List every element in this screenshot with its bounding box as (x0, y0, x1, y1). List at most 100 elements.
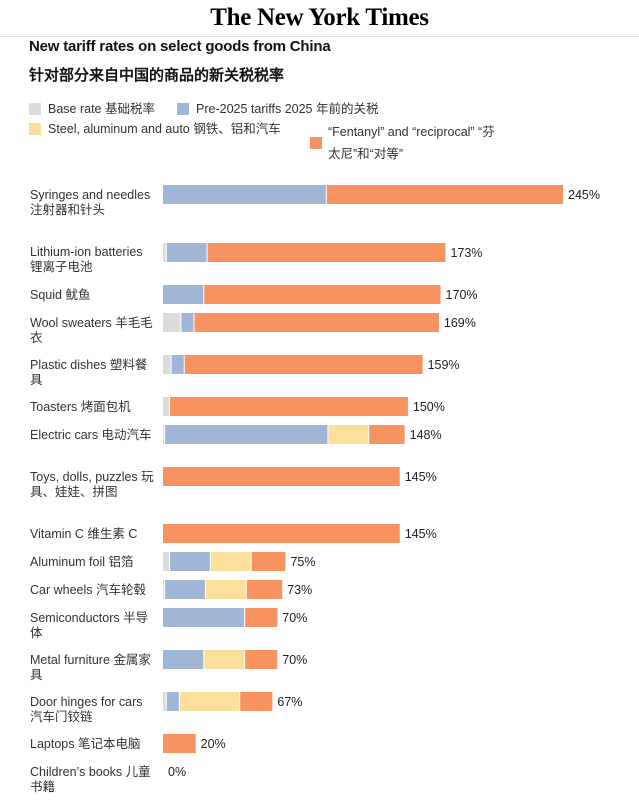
bar-segment-pre-2025 (169, 552, 211, 571)
legend-swatch-base-rate (29, 103, 41, 115)
bar-segment-base-rate (163, 425, 165, 444)
bar-segment-pre-2025 (180, 313, 195, 332)
bar-segment-fentanyl-reciprocal (326, 185, 563, 204)
masthead-divider (0, 36, 639, 37)
bar-segment-divider (206, 243, 208, 262)
bar-segment-pre-2025 (163, 285, 204, 304)
bar-segment-base-rate (163, 397, 170, 416)
bar-segment-base-rate (163, 243, 167, 262)
bar-segment-fentanyl-reciprocal (203, 285, 441, 304)
bar-total-label: 170% (446, 288, 478, 302)
bar-segment-fentanyl-reciprocal (251, 552, 286, 571)
legend-label-steel-aluminum-auto: Steel, aluminum and auto 钢铁、铝和汽车 (48, 122, 281, 136)
bar-total-label: 67% (277, 695, 302, 709)
bar-total-label: 148% (410, 428, 442, 442)
category-label: Semiconductors 半导体 (30, 611, 149, 640)
bar-segment-divider (244, 650, 246, 669)
category-label: Lithium-ion batteries 锂离子电池 (30, 245, 143, 274)
bar-segment-divider (180, 313, 182, 332)
legend-swatch-steel-aluminum-auto (29, 123, 41, 135)
category-label: Syringes and needles 注射器和针头 (30, 188, 151, 217)
bar-segment-divider (164, 425, 166, 444)
bar-segment-divider (193, 313, 195, 332)
category-label: Plastic dishes 塑料餐具 (30, 358, 148, 387)
category-label: Vitamin C 维生素 C (30, 527, 138, 541)
bar-segment-steel-aluminum-auto (205, 580, 247, 599)
legend-swatch-pre-2025 (177, 103, 189, 115)
bar-segment-divider (239, 692, 241, 711)
category-label: Laptops 笔记本电脑 (30, 737, 141, 751)
bar-segment-pre-2025 (166, 692, 180, 711)
bar-segment-base-rate (163, 692, 167, 711)
category-label: Toys, dolls, puzzles 玩具、娃娃、拼图 (30, 470, 154, 499)
bar-total-label: 70% (282, 611, 307, 625)
bar-total-label: 145% (405, 470, 437, 484)
bar-segment-divider (169, 552, 171, 571)
bar-segment-divider (250, 552, 252, 571)
chart-title: New tariff rates on select goods from Ch… (29, 38, 331, 55)
bar-segment-fentanyl-reciprocal (163, 734, 196, 753)
bar-total-label: 75% (290, 555, 315, 569)
bar-segment-base-rate (163, 355, 172, 374)
bar-segment-divider (209, 552, 211, 571)
bar-total-label: 0% (168, 765, 186, 779)
bar-segment-divider (164, 580, 166, 599)
bar-segment-divider (183, 355, 185, 374)
bar-segment-divider (178, 692, 180, 711)
legend-label-pre-2025: Pre-2025 tariffs 2025 年前的关税 (196, 102, 379, 116)
masthead-logo: The New York Times (210, 4, 429, 31)
bar-segment-steel-aluminum-auto (327, 425, 369, 444)
category-label: Electric cars 电动汽车 (30, 428, 152, 442)
bar-total-label: 150% (413, 400, 445, 414)
bar-segment-pre-2025 (163, 608, 245, 627)
bar-segment-divider (165, 243, 167, 262)
bar-segment-fentanyl-reciprocal (244, 650, 278, 669)
bar-segment-base-rate (163, 313, 181, 332)
category-label: Metal furniture 金属家具 (30, 653, 151, 682)
bar-segment-fentanyl-reciprocal (368, 425, 405, 444)
bar-segment-pre-2025 (164, 580, 206, 599)
bar-segment-fentanyl-reciprocal (169, 397, 408, 416)
bar-total-label: 245% (568, 188, 600, 202)
bar-segment-fentanyl-reciprocal (239, 692, 273, 711)
bar-segment-pre-2025 (171, 355, 185, 374)
bar-total-label: 173% (450, 246, 482, 260)
bar-total-label: 145% (405, 527, 437, 541)
bar-total-label: 73% (287, 583, 312, 597)
category-label: Toasters 烤面包机 (30, 400, 131, 414)
legend-swatch-fentanyl-reciprocal (310, 137, 322, 149)
bar-segment-fentanyl-reciprocal (246, 580, 283, 599)
bar-segment-steel-aluminum-auto (179, 692, 240, 711)
bar-total-label: 70% (282, 653, 307, 667)
bar-segment-fentanyl-reciprocal (194, 313, 439, 332)
bar-total-label: 159% (428, 358, 460, 372)
bar-segment-base-rate (163, 552, 170, 571)
bar-segment-divider (170, 355, 172, 374)
bar-segment-divider (245, 580, 247, 599)
legend-label-base-rate: Base rate 基础税率 (48, 102, 155, 116)
category-label: Squid 鱿鱼 (30, 288, 91, 302)
bar-segment-fentanyl-reciprocal (207, 243, 446, 262)
bar-segment-divider (204, 580, 206, 599)
category-label: Aluminum foil 铝箔 (30, 555, 134, 569)
bar-segment-divider (203, 650, 205, 669)
chart-subtitle: 针对部分来自中国的商品的新关税税率 (29, 66, 285, 84)
bar-segment-fentanyl-reciprocal (163, 524, 400, 543)
bar-segment-divider (327, 425, 329, 444)
bar-segment-divider (203, 285, 205, 304)
bar-total-label: 20% (201, 737, 226, 751)
bar-segment-divider (368, 425, 370, 444)
category-label: Car wheels 汽车轮毂 (30, 583, 146, 597)
bar-segment-pre-2025 (164, 425, 328, 444)
bar-segment-divider (165, 692, 167, 711)
legend-label-fentanyl-reciprocal: “Fentanyl” and “reciprocal” “芬太尼”和“对等” (328, 125, 495, 161)
bar-segment-divider (244, 608, 246, 627)
category-label: Door hinges for cars 汽车门铰链 (30, 695, 143, 724)
bar-segment-fentanyl-reciprocal (184, 355, 423, 374)
bar-total-label: 169% (444, 316, 476, 330)
bar-segment-steel-aluminum-auto (203, 650, 245, 669)
bar-segment-fentanyl-reciprocal (244, 608, 278, 627)
bar-segment-fentanyl-reciprocal (163, 467, 400, 486)
bar-segment-divider (325, 185, 327, 204)
bar-segment-pre-2025 (163, 650, 204, 669)
